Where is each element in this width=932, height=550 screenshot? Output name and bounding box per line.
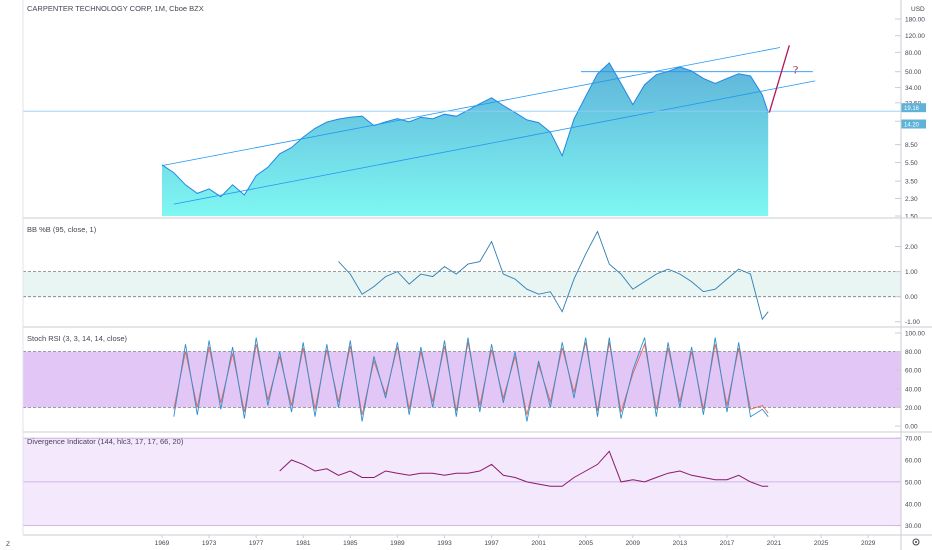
price-line bbox=[161, 62, 769, 198]
x-tick-label: 1989 bbox=[390, 540, 405, 547]
y-tick-label: 34.00 bbox=[905, 85, 922, 92]
y-tick-label: 30.00 bbox=[905, 523, 922, 530]
lower-trendline[interactable] bbox=[173, 80, 816, 205]
question-annotation: ? bbox=[793, 62, 798, 76]
y-tick-label: 80.00 bbox=[905, 50, 922, 57]
x-tick-label: 1993 bbox=[437, 540, 452, 547]
y-tick-label: 70.00 bbox=[905, 436, 922, 443]
y-tick-label: 40.00 bbox=[905, 386, 922, 393]
x-tick-label: 2001 bbox=[531, 540, 546, 547]
y-tick-label: 20.00 bbox=[905, 405, 922, 412]
y-tick-label: 100.00 bbox=[905, 331, 925, 338]
x-tick-label: 2005 bbox=[578, 540, 593, 547]
x-tick-label: 2029 bbox=[861, 540, 876, 547]
currency-label: USD bbox=[911, 6, 925, 13]
price-badge-label: 14.20 bbox=[904, 123, 920, 129]
y-tick-label: -1.00 bbox=[905, 319, 920, 326]
x-tick-label: 2009 bbox=[626, 540, 641, 547]
y-tick-label: 1.50 bbox=[905, 214, 918, 221]
y-tick-label: 8.50 bbox=[905, 142, 918, 149]
y-tick-label: 2.00 bbox=[905, 244, 918, 251]
y-tick-label: 120.00 bbox=[905, 33, 925, 40]
y-tick-label: 2.30 bbox=[905, 196, 918, 203]
bb-percent-b-pane[interactable]: 2.00 1.00 0.00 -1.00 bbox=[23, 230, 920, 327]
y-tick-label: 3.50 bbox=[905, 179, 918, 186]
y-tick-label: 40.00 bbox=[905, 501, 922, 508]
y-tick-label: 0.00 bbox=[905, 424, 918, 431]
x-tick-label: 1985 bbox=[343, 540, 358, 547]
settings-icon[interactable] bbox=[912, 538, 920, 546]
div-title: Divergence Indicator (144, hlc3, 17, 17,… bbox=[27, 437, 184, 446]
zoom-icon[interactable]: Z bbox=[6, 541, 10, 548]
divergence-line bbox=[279, 450, 769, 487]
band-fill bbox=[23, 271, 901, 297]
x-tick-label: 1977 bbox=[249, 540, 264, 547]
x-tick-label: 1969 bbox=[155, 540, 170, 547]
x-tick-label: 2017 bbox=[720, 540, 735, 547]
bb-line bbox=[338, 230, 769, 321]
stoch-k-line bbox=[173, 337, 769, 422]
x-tick-label: 2013 bbox=[673, 540, 688, 547]
y-tick-label: 180.00 bbox=[905, 17, 925, 24]
y-tick-label: 0.00 bbox=[905, 294, 918, 301]
price-badge bbox=[901, 119, 926, 129]
stoch-title: Stoch RSI (3, 3, 14, 14, close) bbox=[27, 334, 128, 343]
y-tick-label: 5.50 bbox=[905, 160, 918, 167]
upper-trendline[interactable] bbox=[161, 47, 781, 167]
stoch-rsi-pane[interactable]: 100.00 80.00 60.00 40.00 20.00 0.00 bbox=[23, 331, 925, 431]
price-badge bbox=[901, 103, 926, 113]
price-badge-label: 19.16 bbox=[904, 106, 920, 112]
price-area bbox=[162, 62, 769, 217]
x-tick-label: 2021 bbox=[767, 540, 782, 547]
y-tick-label: 80.00 bbox=[905, 349, 922, 356]
bb-title: BB %B (95, close, 1) bbox=[27, 225, 97, 234]
x-tick-label: 1997 bbox=[484, 540, 499, 547]
y-tick-label: 1.00 bbox=[905, 269, 918, 276]
y-tick-label: 50.00 bbox=[905, 479, 922, 486]
y-tick-label: 50.00 bbox=[905, 69, 922, 76]
y-tick-label: 60.00 bbox=[905, 458, 922, 465]
x-tick-label: 2025 bbox=[814, 540, 829, 547]
x-tick-label: 1981 bbox=[296, 540, 311, 547]
divergence-pane[interactable]: 70.00 60.00 50.00 40.00 30.00 bbox=[23, 436, 922, 530]
price-pane[interactable]: 180.00120.0080.0050.0034.0023.5015.008.5… bbox=[23, 17, 926, 221]
y-tick-label: 60.00 bbox=[905, 368, 922, 375]
projection-arrow[interactable] bbox=[768, 45, 790, 113]
main-chart-title: CARPENTER TECHNOLOGY CORP, 1M, Cboe BZX bbox=[27, 4, 204, 13]
x-tick-label: 1973 bbox=[202, 540, 217, 547]
